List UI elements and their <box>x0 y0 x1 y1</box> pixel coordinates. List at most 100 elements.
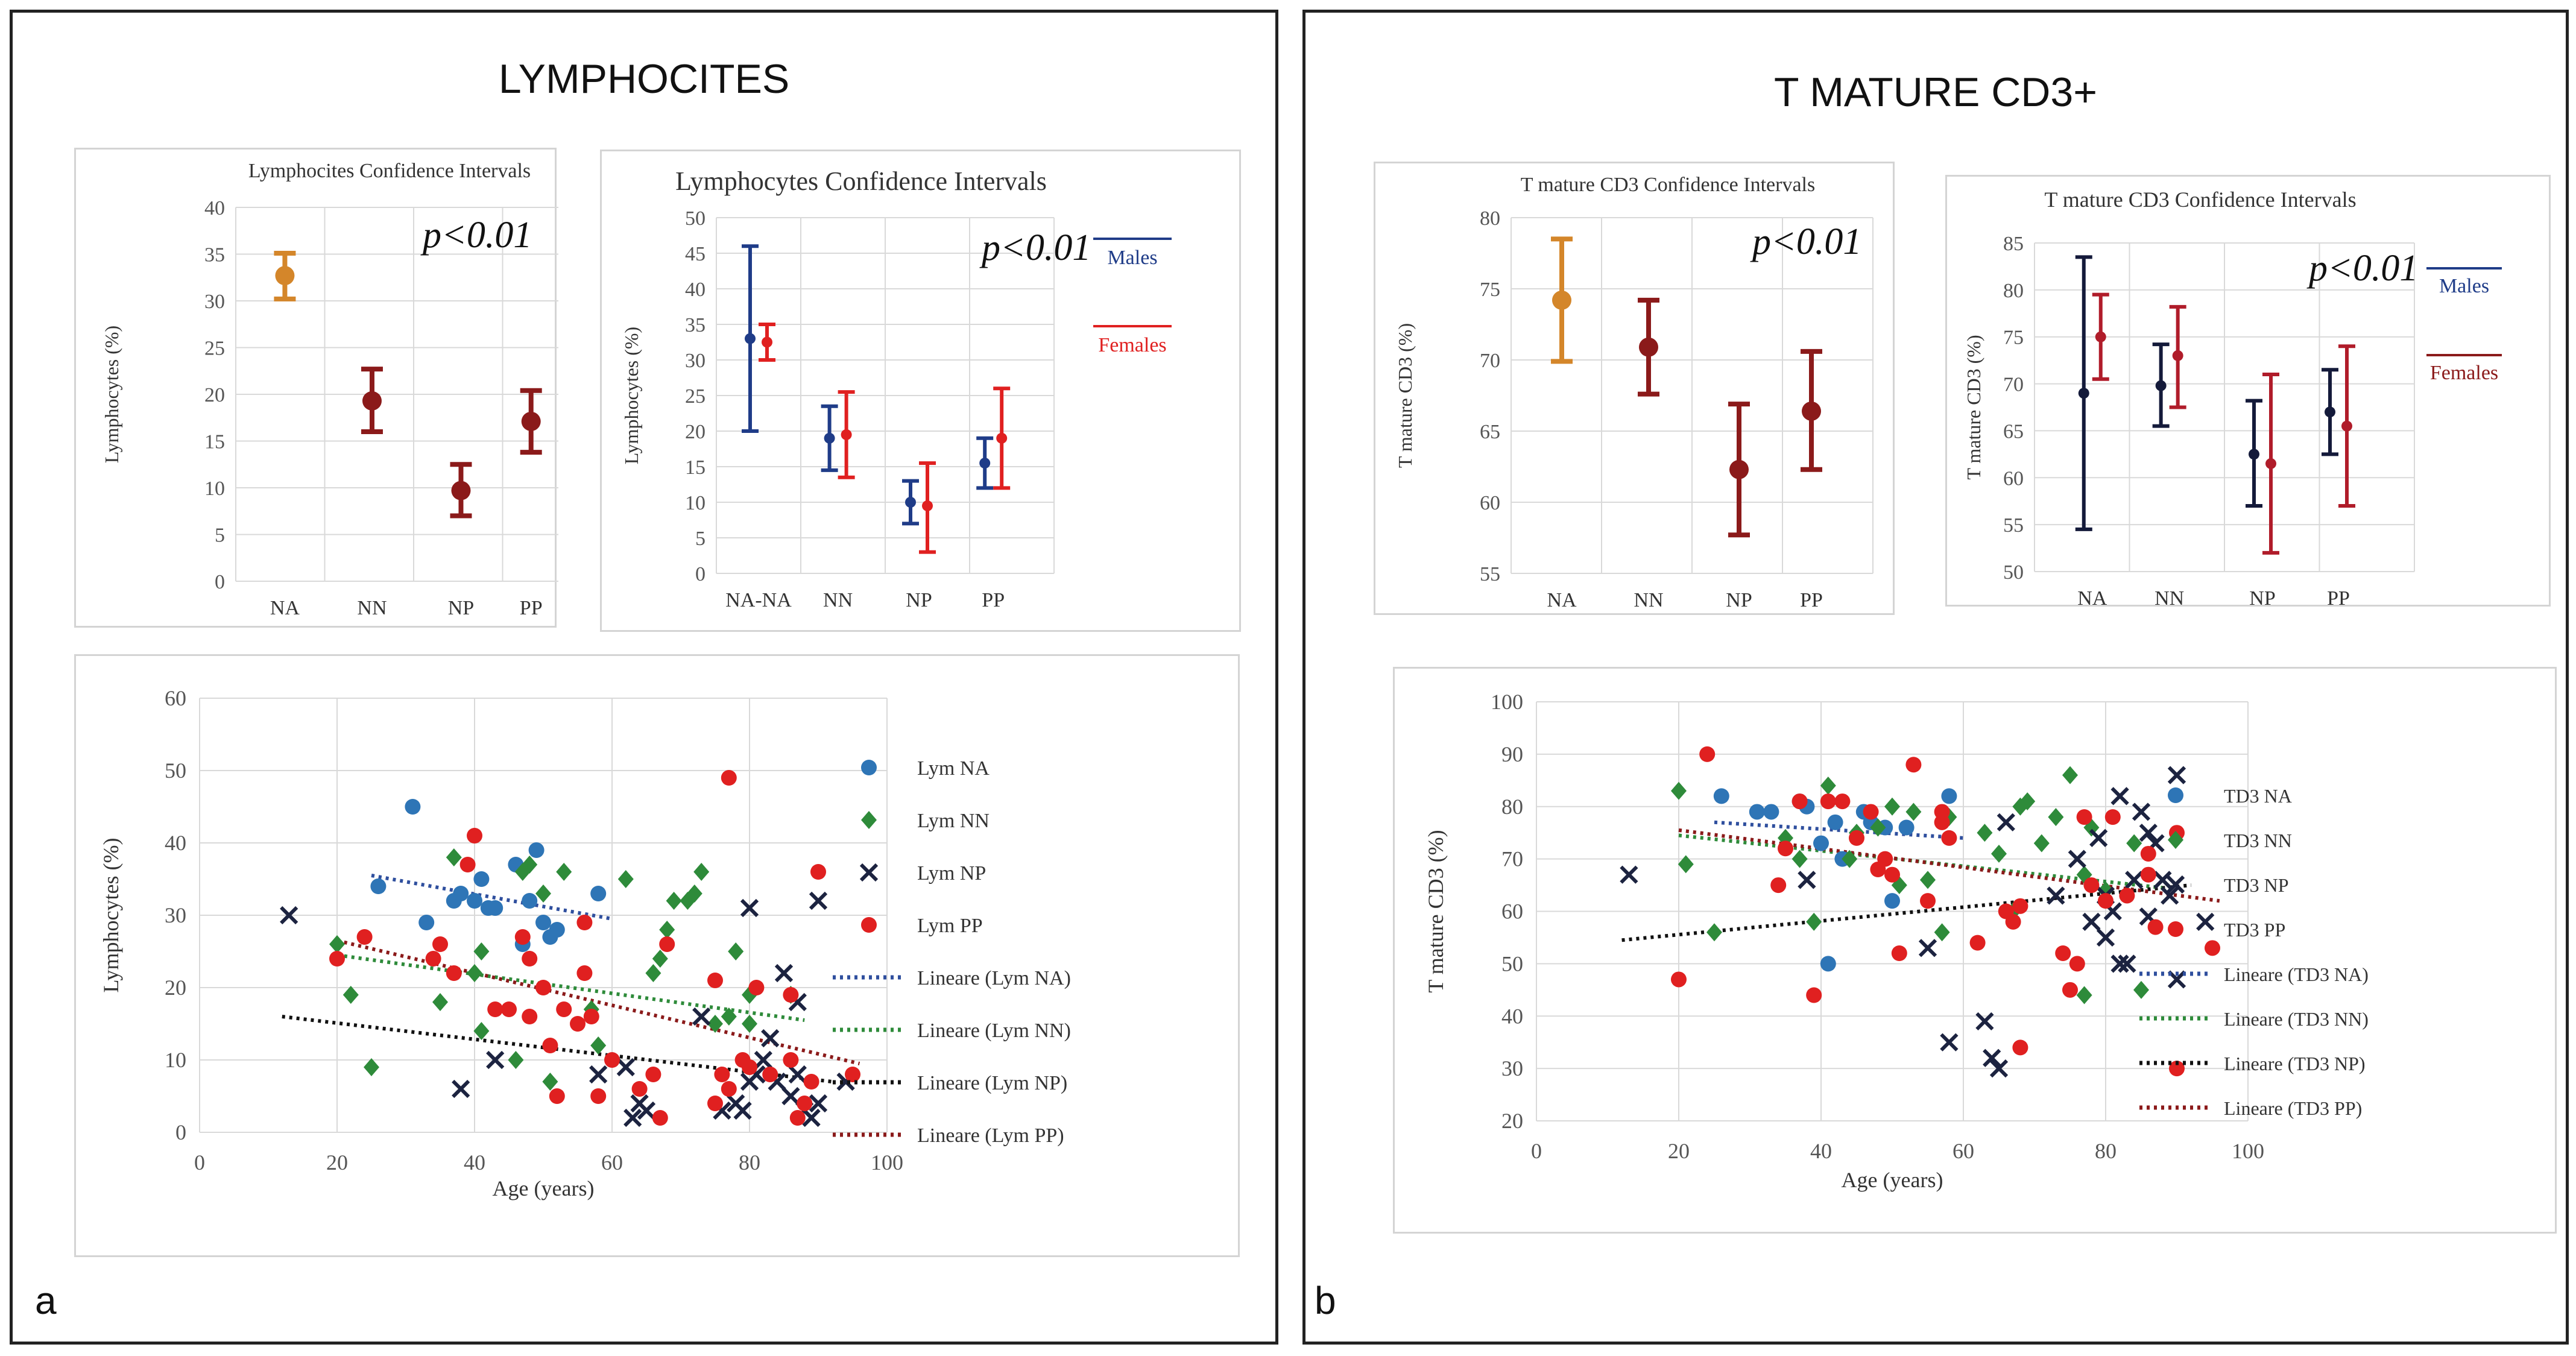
x-tick-label: 100 <box>2232 1139 2264 1163</box>
data-point-lym-na <box>535 915 551 930</box>
x-axis-label: Age (years) <box>493 1176 595 1200</box>
data-point-lym-pp <box>742 1059 757 1075</box>
data-point-lym-nn <box>467 964 482 982</box>
data-point-lym-pp <box>845 1067 860 1082</box>
data-point-td3-pp <box>2005 913 2021 930</box>
data-point-lym-np-stroke <box>452 1079 470 1099</box>
data-point-lym-nn <box>542 1073 558 1091</box>
category-label-na: NA <box>1547 589 1577 611</box>
data-point-td3-pp <box>2140 845 2156 862</box>
data-point-td3-np-stroke <box>2110 787 2129 806</box>
chart-title: T mature CD3 Confidence Intervals <box>1521 174 1815 196</box>
y-tick-label: 35 <box>685 314 706 336</box>
category-label-nn: NN <box>2155 587 2184 608</box>
mean-point-males-pp <box>2325 406 2335 418</box>
legend-marker-lym-np-stroke <box>859 863 879 882</box>
data-point-lym-na <box>528 842 545 858</box>
y-tick-label: 40 <box>1501 1004 1523 1028</box>
data-point-td3-nn <box>1920 871 1936 889</box>
data-point-lym-nn <box>659 921 675 939</box>
data-point-td3-np <box>2110 954 2129 973</box>
chart-b1-tcd3-ci: T mature CD3 Confidence Intervals 55 60 65 7… <box>1374 162 1895 615</box>
data-point-td3-pp <box>2104 809 2121 825</box>
data-point-lym-pp <box>652 1110 668 1126</box>
chart-b2-svg: T mature CD3 Confidence Intervals 50 55 60 6… <box>1963 188 2502 608</box>
data-point-td3-pp <box>1671 971 1687 988</box>
data-point-lym-pp <box>659 936 675 952</box>
y-tick-label: 15 <box>204 431 225 453</box>
data-point-lym-np <box>809 1094 828 1113</box>
y-tick-label: 50 <box>1501 951 1523 976</box>
data-point-lym-np <box>692 1007 711 1026</box>
data-point-lym-np-stroke <box>788 992 807 1012</box>
data-point-lym-np <box>740 898 759 918</box>
y-tick-label: 0 <box>175 1120 186 1144</box>
data-point-td3-pp <box>1863 804 1879 820</box>
legend-label-td3-np: TD3 NP <box>2224 874 2289 896</box>
data-point-lym-pp <box>356 929 373 945</box>
panel-title-a: LYMPHOCITES <box>498 56 790 102</box>
data-point-td3-np <box>1983 1049 2001 1067</box>
trendline-lineare-td3-na <box>1714 820 1964 840</box>
data-point-lym-nn <box>343 986 359 1004</box>
data-point-lym-np-stroke <box>692 1007 711 1026</box>
data-point-lym-pp <box>556 1001 572 1017</box>
chart-b1-svg: T mature CD3 Confidence Intervals 55 60 65 7… <box>1394 174 1874 611</box>
data-point-td3-pp <box>1934 804 1950 820</box>
data-point-td3-np <box>1975 1012 1994 1031</box>
data-point-td3-np-stroke <box>1989 1059 2009 1078</box>
trendline-lineare-lym-pp <box>336 939 860 1065</box>
data-point-td3-np <box>1798 871 1816 889</box>
data-point-lym-np-stroke <box>623 1108 642 1127</box>
data-point-lym-pp <box>797 1096 813 1111</box>
data-point-td3-np-stroke <box>2089 828 2108 847</box>
data-point-lym-pp <box>501 1001 517 1017</box>
data-point-td3-np-stroke <box>2132 803 2151 821</box>
data-point-td3-np-stroke <box>2047 886 2065 905</box>
mean-point-pp <box>1802 401 1821 421</box>
data-point-td3-pp <box>1792 793 1808 810</box>
y-tick-label: 60 <box>165 686 186 710</box>
y-axis-label: T mature CD3 (%) <box>1424 830 1448 992</box>
data-point-lym-pp <box>783 1052 799 1068</box>
data-point-td3-np <box>1989 1059 2009 1078</box>
chart-a1-svg: Lymphocites Confidence Intervals 0 5 10 15 20… <box>101 160 558 619</box>
x-tick-label: 80 <box>739 1150 760 1175</box>
data-point-lym-np-stroke <box>802 1108 821 1127</box>
data-point-lym-np <box>774 963 794 983</box>
data-point-td3-nn <box>2126 834 2142 853</box>
data-point-lym-np <box>452 1079 470 1099</box>
data-point-td3-nn <box>2019 792 2036 811</box>
mean-point-np <box>1729 459 1749 479</box>
x-tick-label: 20 <box>1668 1139 1690 1163</box>
y-axis-label: T mature CD3 (%) <box>1394 323 1416 468</box>
data-point-lym-np-stroke <box>809 1094 828 1113</box>
legend-label-td3-pp: TD3 PP <box>2224 919 2285 941</box>
data-point-lym-pp <box>783 987 799 1003</box>
y-axis-label: T mature CD3 (%) <box>1963 335 1984 479</box>
data-point-td3-np-stroke <box>2167 970 2186 989</box>
y-tick-label: 75 <box>1480 279 1500 301</box>
legend-label-lineare-td3-pp: Lineare (TD3 PP) <box>2224 1097 2362 1119</box>
data-point-lym-pp <box>549 1088 565 1104</box>
legend-label-lineare-lym-nn: Lineare (Lym NN) <box>917 1020 1071 1042</box>
data-point-td3-np <box>2082 912 2101 931</box>
legend-marker-lym-nn <box>861 811 877 829</box>
panel-letter-b: b <box>1315 1279 1336 1322</box>
data-point-lym-pp <box>583 1009 599 1024</box>
y-tick-label: 30 <box>204 291 225 313</box>
data-point-td3-pp <box>1820 793 1836 810</box>
data-point-lym-np-stroke <box>486 1050 505 1070</box>
y-axis-label: Lymphocytes (%) <box>101 326 122 463</box>
data-point-lym-np <box>623 1108 642 1127</box>
x-tick-label: 60 <box>1953 1139 1974 1163</box>
data-point-lym-na <box>418 915 435 930</box>
data-point-lym-pp <box>514 929 531 945</box>
data-point-td3-na <box>1827 814 1843 830</box>
data-point-lym-pp <box>446 965 462 981</box>
x-tick-label: 80 <box>2095 1139 2117 1163</box>
y-tick-label: 10 <box>204 478 225 500</box>
data-point-lym-nn <box>329 935 345 953</box>
data-point-td3-pp <box>1699 746 1716 762</box>
